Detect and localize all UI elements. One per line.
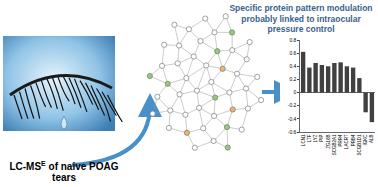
svg-text:-0.4: -0.4 [288, 116, 297, 122]
svg-text:ALB: ALB [369, 134, 374, 143]
svg-text:0: 0 [294, 89, 297, 95]
html-text:Specific protein pattern modul: Specific protein pattern modulation [229, 3, 373, 13]
svg-text:-0.6: -0.6 [288, 129, 297, 135]
svg-text:PRB4: PRB4 [351, 134, 356, 146]
svg-text:LTF: LTF [307, 134, 312, 142]
svg-text:LYZ: LYZ [313, 134, 318, 142]
svg-text:PRR4: PRR4 [338, 134, 343, 147]
svg-text:SCGB1D1: SCGB1D1 [357, 134, 362, 156]
svg-text:ZG16B: ZG16B [326, 134, 331, 148]
svg-text:0.2: 0.2 [289, 76, 296, 82]
svg-text:PIP: PIP [319, 134, 324, 141]
svg-text:0.6: 0.6 [289, 50, 296, 56]
svg-text:0.8: 0.8 [289, 37, 296, 43]
svg-text:LACRT: LACRT [344, 134, 349, 149]
svg-text:-0.2: -0.2 [288, 102, 297, 108]
html-text:probably linked to intraocular: probably linked to intraocular pressure … [241, 13, 361, 35]
svg-text:IGKC: IGKC [363, 134, 368, 146]
svg-text:0.4: 0.4 [289, 63, 296, 69]
html-text:LC-MSEof naive POAG tears: LC-MSEof naive POAG tears [9, 160, 119, 184]
svg-text:SCGB2A1: SCGB2A1 [332, 134, 337, 155]
svg-text:LCN1: LCN1 [301, 134, 306, 146]
